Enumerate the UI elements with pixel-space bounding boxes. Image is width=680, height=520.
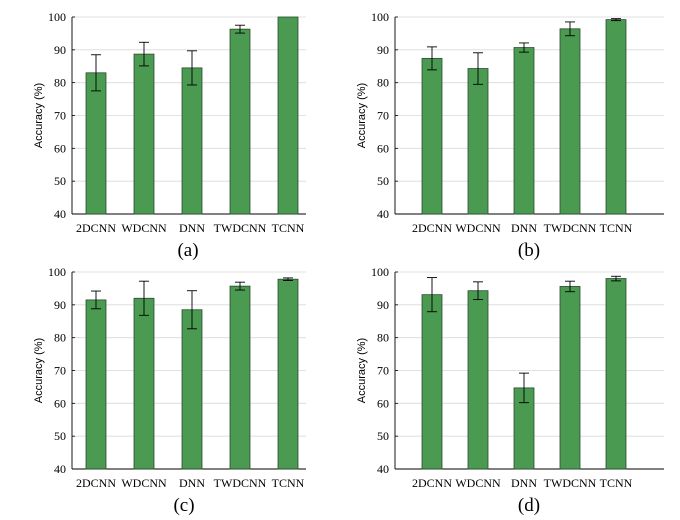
y-tick-label: 80 [377, 76, 389, 90]
x-tick-label: TCNN [600, 221, 633, 235]
bar-dnn [181, 309, 203, 470]
y-tick-label: 70 [377, 364, 389, 378]
y-axis-label: Accuracy (%) [356, 83, 368, 148]
x-tick-label: 2DCNN [76, 221, 116, 235]
x-tick-label: TWDCNN [214, 476, 267, 490]
y-tick-label: 50 [377, 174, 389, 188]
bar-twdcnn [229, 28, 251, 215]
bar-wdcnn [133, 53, 155, 215]
chart-panel-c: 40 50 60 70 80 90 100 Accuracy (%) 2DCNN WDCNN DNN… [33, 265, 306, 516]
bar-tcnn [605, 278, 627, 470]
y-tick-label: 70 [377, 109, 389, 123]
x-tick-label: TCNN [600, 476, 633, 490]
bar-tcnn [277, 16, 299, 215]
y-tick-label: 50 [54, 174, 66, 188]
y-tick-label: 90 [54, 43, 66, 57]
y-tick-label: 80 [54, 331, 66, 345]
y-tick-label: 70 [54, 109, 66, 123]
x-tick-label: DNN [511, 476, 537, 490]
x-tick-label: WDCNN [121, 221, 167, 235]
bar-wdcnn [467, 68, 489, 215]
panel-caption: (a) [177, 240, 198, 261]
x-tick-label: TWDCNN [544, 476, 597, 490]
y-tick-label: 100 [371, 265, 389, 279]
x-tick-label: 2DCNN [76, 476, 116, 490]
bar-tcnn [605, 19, 627, 215]
bar-dnn [513, 47, 535, 215]
y-tick-label: 60 [54, 141, 66, 155]
y-tick-label: 60 [377, 396, 389, 410]
panel-caption: (d) [518, 495, 540, 516]
y-tick-label: 40 [377, 207, 389, 221]
x-tick-label: DNN [179, 476, 205, 490]
y-tick-label: 90 [54, 298, 66, 312]
y-tick-label: 80 [54, 76, 66, 90]
y-tick-label: 50 [54, 429, 66, 443]
chart-panel-a: 40 50 60 70 80 90 100 Accuracy (%) 2DCNN WDCNN DNN… [33, 10, 306, 261]
x-tick-label: TWDCNN [214, 221, 267, 235]
bar-twdcnn [559, 286, 581, 470]
chart-panel-d: 40 50 60 70 80 90 100 Accuracy (%) 2DCNN WDCNN DNN… [356, 265, 664, 516]
bar-tcnn [277, 278, 299, 470]
y-tick-label: 60 [377, 141, 389, 155]
x-tick-label: DNN [179, 221, 205, 235]
bar-2dcnn [85, 299, 107, 470]
y-tick-label: 40 [54, 207, 66, 221]
bar-2dcnn [85, 72, 107, 215]
x-tick-label: WDCNN [121, 476, 167, 490]
y-axis-label: Accuracy (%) [33, 83, 45, 148]
x-tick-label: WDCNN [455, 476, 501, 490]
y-tick-label: 70 [54, 364, 66, 378]
x-tick-label: WDCNN [455, 221, 501, 235]
x-tick-label: TCNN [272, 221, 305, 235]
bar-2dcnn [421, 294, 443, 470]
y-axis-label: Accuracy (%) [356, 338, 368, 403]
chart-panel-b: 40 50 60 70 80 90 100 Accuracy (%) 2DCNN WDCNN DNN… [356, 10, 664, 261]
y-axis-label: Accuracy (%) [33, 338, 45, 403]
y-tick-label: 90 [377, 43, 389, 57]
y-tick-label: 100 [48, 10, 66, 24]
y-tick-label: 60 [54, 396, 66, 410]
x-tick-label: 2DCNN [412, 476, 452, 490]
bar-wdcnn [467, 290, 489, 470]
x-tick-label: DNN [511, 221, 537, 235]
y-tick-label: 100 [48, 265, 66, 279]
y-tick-label: 40 [377, 462, 389, 476]
x-tick-label: TWDCNN [544, 221, 597, 235]
bar-2dcnn [421, 57, 443, 215]
bar-dnn [181, 67, 203, 215]
y-tick-label: 80 [377, 331, 389, 345]
bar-wdcnn [133, 297, 155, 470]
x-tick-label: 2DCNN [412, 221, 452, 235]
y-tick-label: 100 [371, 10, 389, 24]
y-tick-label: 40 [54, 462, 66, 476]
panel-caption: (b) [518, 240, 540, 261]
y-tick-label: 50 [377, 429, 389, 443]
panel-caption: (c) [173, 495, 194, 516]
x-tick-label: TCNN [272, 476, 305, 490]
bar-twdcnn [559, 28, 581, 215]
y-tick-label: 90 [377, 298, 389, 312]
bar-twdcnn [229, 285, 251, 470]
